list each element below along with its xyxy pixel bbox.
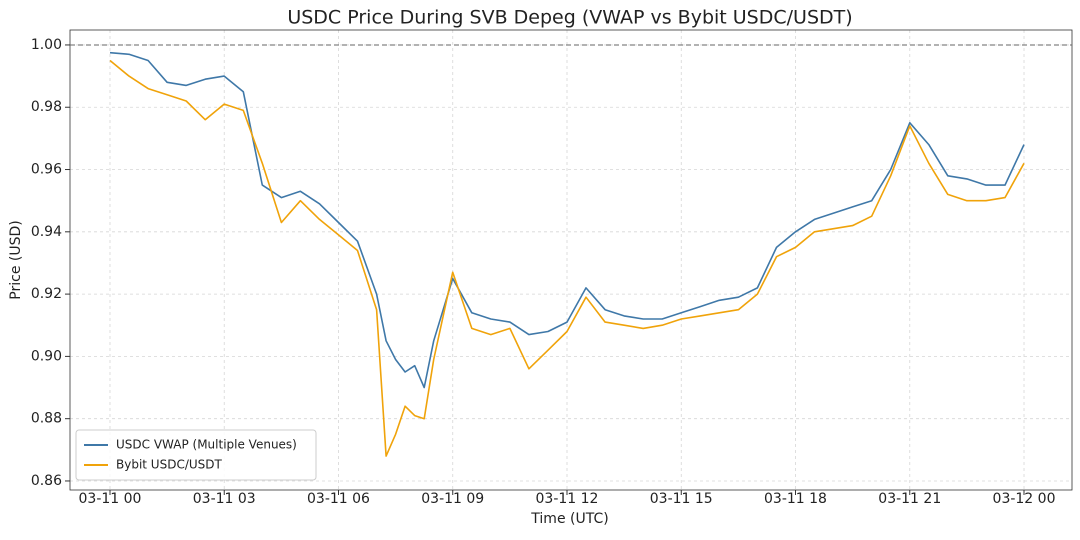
chart-title: USDC Price During SVB Depeg (VWAP vs Byb… <box>287 7 852 29</box>
legend-label: USDC VWAP (Multiple Venues) <box>116 438 297 452</box>
x-tick-label: 03-11 15 <box>650 491 713 507</box>
y-tick-label: 0.90 <box>31 348 62 364</box>
legend-box <box>75 429 317 481</box>
y-axis-label: Price (USD) <box>8 220 24 299</box>
x-tick-label: 03-12 00 <box>993 491 1056 507</box>
x-tick-label: 03-11 18 <box>764 491 827 507</box>
y-tick-label: 0.98 <box>31 99 62 115</box>
y-tick-label: 0.86 <box>31 473 62 489</box>
x-tick-label: 03-11 09 <box>421 491 484 507</box>
x-tick-label: 03-11 21 <box>878 491 941 507</box>
x-axis-label: Time (UTC) <box>530 511 608 527</box>
x-tick-label: 03-11 00 <box>79 491 142 507</box>
legend: USDC VWAP (Multiple Venues) Bybit USDC/US… <box>75 429 317 481</box>
plot-frame <box>69 29 1073 491</box>
x-tick-label: 03-11 03 <box>193 491 256 507</box>
series-line <box>109 59 1025 457</box>
y-tick-label: 0.96 <box>31 162 62 178</box>
x-tick-label: 03-11 12 <box>536 491 599 507</box>
y-tick-label: 1.00 <box>31 37 62 53</box>
y-tick-label: 0.94 <box>31 224 62 240</box>
y-tick-label: 0.88 <box>31 411 62 427</box>
legend-label: Bybit USDC/USDT <box>116 458 223 472</box>
x-tick-label: 03-11 06 <box>307 491 370 507</box>
y-tick-label: 0.92 <box>31 286 62 302</box>
